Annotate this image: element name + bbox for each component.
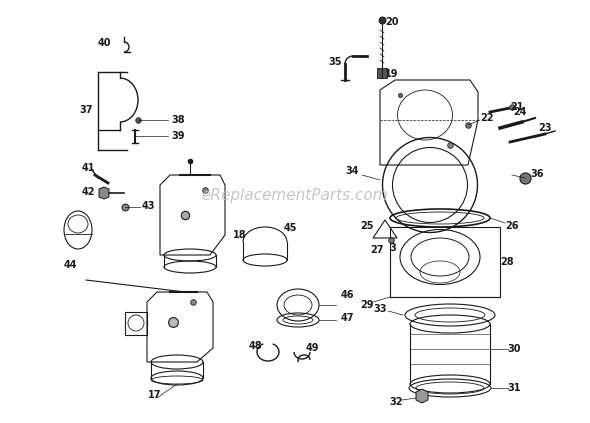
Text: 49: 49 (305, 343, 319, 353)
Polygon shape (416, 389, 428, 403)
Text: 40: 40 (97, 38, 111, 48)
Text: 43: 43 (141, 201, 155, 211)
Text: 35: 35 (328, 57, 342, 67)
Text: 22: 22 (480, 113, 494, 123)
Text: 48: 48 (248, 341, 262, 351)
Text: 42: 42 (81, 187, 95, 197)
Text: 29: 29 (360, 300, 373, 310)
Text: 45: 45 (283, 223, 297, 233)
Text: 19: 19 (385, 69, 399, 79)
Text: 18: 18 (233, 230, 247, 240)
Text: 36: 36 (530, 169, 544, 179)
Text: 38: 38 (171, 115, 185, 125)
Text: 28: 28 (500, 257, 514, 267)
Text: 23: 23 (538, 123, 552, 133)
Text: 37: 37 (79, 105, 93, 115)
Text: 31: 31 (507, 383, 521, 393)
Polygon shape (99, 187, 109, 199)
Text: 20: 20 (385, 17, 399, 27)
Text: 46: 46 (340, 290, 354, 300)
Text: 41: 41 (81, 163, 95, 173)
Text: 24: 24 (513, 107, 527, 117)
Text: 3: 3 (389, 243, 396, 253)
Text: 34: 34 (345, 166, 359, 176)
Text: 27: 27 (371, 245, 384, 255)
Text: 30: 30 (507, 344, 521, 354)
Text: 25: 25 (360, 221, 373, 231)
Text: 17: 17 (148, 390, 162, 400)
Text: 44: 44 (63, 260, 77, 270)
Text: 21: 21 (510, 102, 524, 112)
Text: 33: 33 (373, 304, 387, 314)
Text: eReplacementParts.com: eReplacementParts.com (202, 187, 388, 203)
Text: 39: 39 (171, 131, 185, 141)
Text: 26: 26 (505, 221, 519, 231)
Text: 47: 47 (340, 313, 354, 323)
Text: 32: 32 (389, 397, 403, 407)
